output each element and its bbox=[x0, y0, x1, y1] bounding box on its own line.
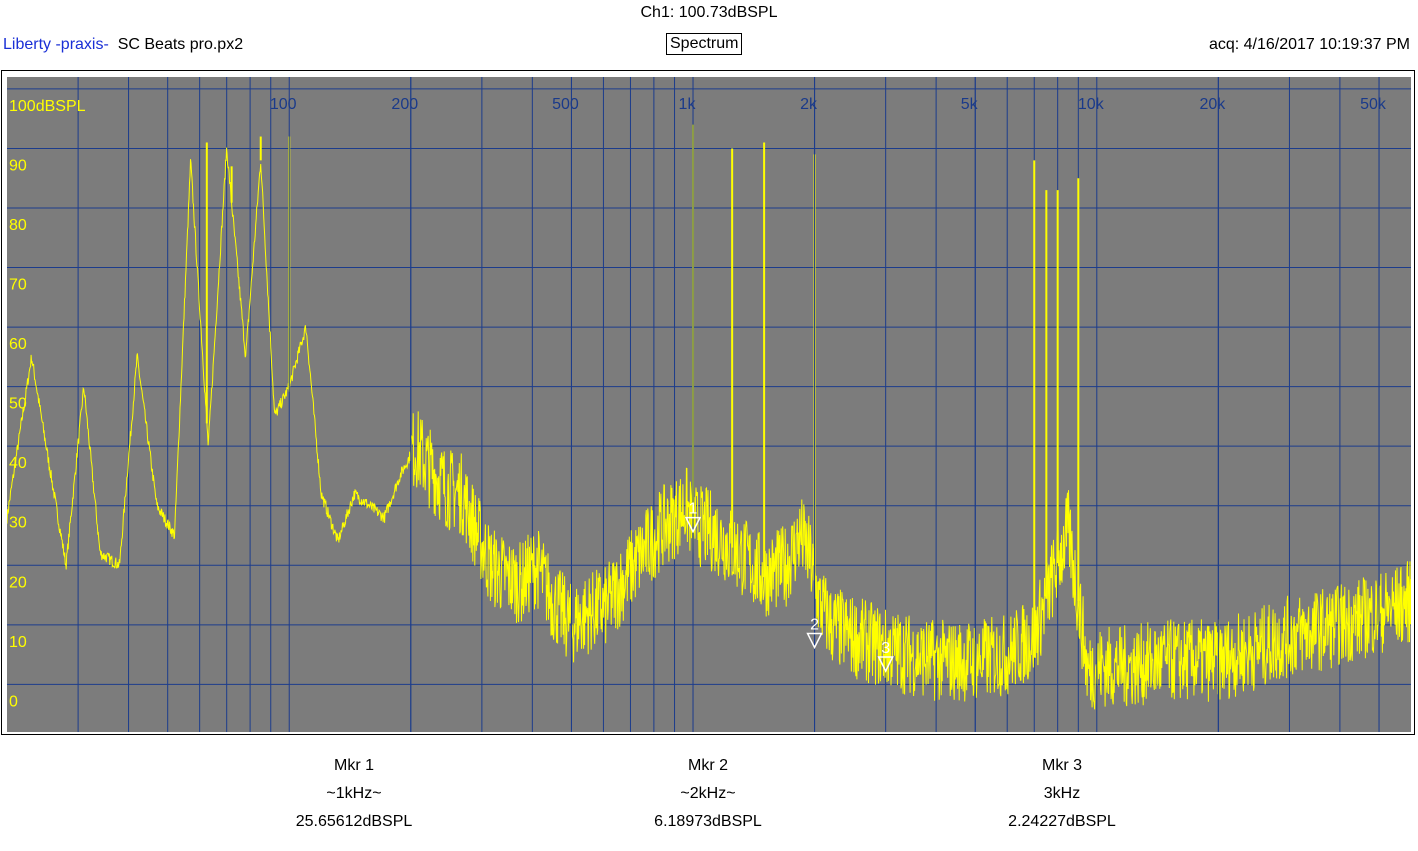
marker-1-label: 1 bbox=[689, 501, 698, 518]
marker-2-label: 2 bbox=[810, 617, 819, 634]
x-tick-label: 1k bbox=[679, 96, 697, 113]
plot-background bbox=[7, 77, 1411, 732]
view-mode-button[interactable]: Spectrum bbox=[666, 33, 743, 55]
file-name: SC Beats pro.px2 bbox=[117, 36, 244, 53]
spectrum-chart[interactable]: 100 200 500 1k 2k 5k 10k 20k 50k100dBSPL90807060… bbox=[7, 77, 1411, 732]
title-bar-left: Liberty -praxis- SC Beats pro.px2 bbox=[3, 36, 243, 54]
y-tick-label: 30 bbox=[9, 515, 27, 532]
x-tick-label: 50k bbox=[1360, 96, 1387, 113]
x-tick-label: 500 bbox=[552, 96, 579, 113]
y-tick-label: 50 bbox=[9, 396, 27, 413]
channel-level: Ch1: 100.73dBSPL bbox=[640, 4, 778, 21]
marker-2-icon bbox=[806, 632, 823, 650]
y-tick-label: 90 bbox=[9, 157, 27, 174]
y-tick-label: 60 bbox=[9, 336, 27, 353]
y-tick-label: 0 bbox=[9, 693, 18, 710]
marker-3-readout: Mkr 3 3kHz 2.24227dBSPL bbox=[942, 752, 1182, 836]
y-tick-label: 40 bbox=[9, 455, 27, 472]
marker-3-frequency: 3kHz bbox=[1043, 785, 1081, 802]
y-tick-label: 80 bbox=[9, 217, 27, 234]
y-tick-label: 20 bbox=[9, 574, 27, 591]
marker-2-readout: Mkr 2 ~2kHz~ 6.18973dBSPL bbox=[588, 752, 828, 836]
marker-1-readout: Mkr 1 ~1kHz~ 25.65612dBSPL bbox=[234, 752, 474, 836]
marker-3-level: 2.24227dBSPL bbox=[1008, 813, 1116, 830]
x-tick-label: 100 bbox=[270, 96, 297, 113]
acquisition-timestamp: acq: 4/16/2017 10:19:37 PM bbox=[1208, 36, 1410, 53]
marker-2-frequency: ~2kHz~ bbox=[680, 785, 736, 802]
marker-3-icon bbox=[877, 656, 894, 673]
marker-3-name: Mkr 3 bbox=[1042, 757, 1082, 774]
y-tick-label: 10 bbox=[9, 634, 27, 651]
app-name: Liberty -praxis- bbox=[3, 36, 109, 53]
marker-1-frequency: ~1kHz~ bbox=[326, 785, 382, 802]
marker-1-name: Mkr 1 bbox=[334, 757, 374, 774]
marker-1-level: 25.65612dBSPL bbox=[295, 813, 413, 830]
y-tick-label: 70 bbox=[9, 277, 27, 294]
marker-3-label: 3 bbox=[881, 640, 890, 657]
x-tick-label: 2k bbox=[800, 96, 818, 113]
y-tick-label: 100dBSPL bbox=[9, 98, 86, 115]
marker-2-level: 6.18973dBSPL bbox=[654, 813, 762, 830]
spectrum-trace bbox=[7, 147, 1411, 710]
x-tick-label: 5k bbox=[961, 96, 979, 113]
x-tick-label: 10k bbox=[1078, 96, 1105, 113]
marker-2-name: Mkr 2 bbox=[688, 757, 728, 774]
x-tick-label: 20k bbox=[1199, 96, 1226, 113]
x-tick-label: 200 bbox=[391, 96, 418, 113]
marker-1-icon bbox=[684, 516, 702, 534]
